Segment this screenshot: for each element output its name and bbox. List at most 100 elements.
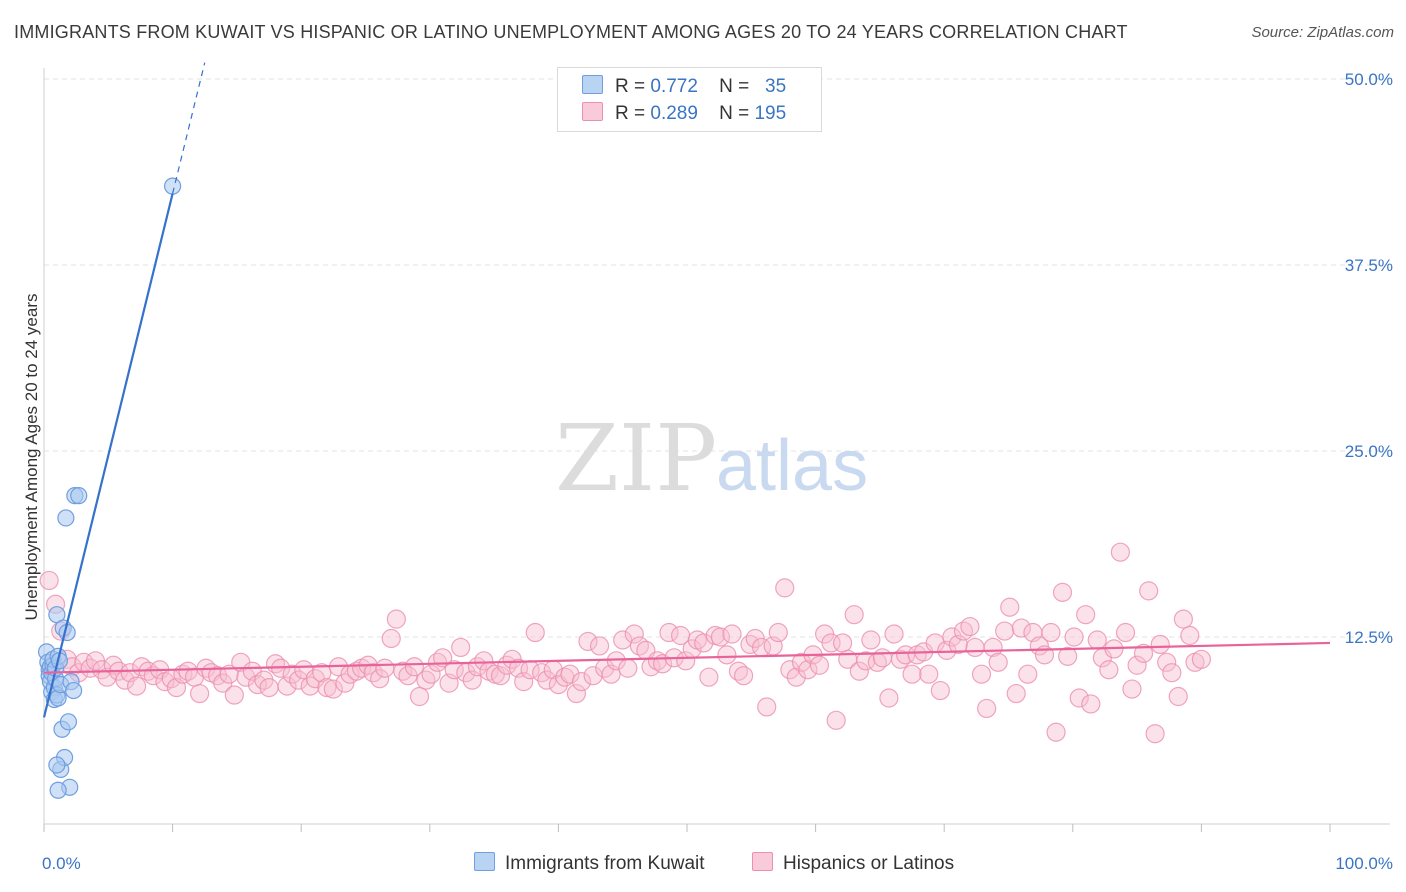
data-point-hispanics [659, 622, 679, 643]
data-point-hispanics [624, 624, 644, 644]
data-point-hispanics [826, 710, 846, 730]
legend-n-label: N = [719, 76, 750, 97]
data-point-hispanics [566, 683, 587, 704]
data-point-hispanics [1058, 646, 1078, 666]
legend-r-value: 0.289 [650, 103, 698, 124]
trend-line-kuwait-extension [172, 62, 206, 194]
trend-lines [42, 62, 1331, 718]
data-point-hispanics [1162, 663, 1182, 683]
data-point-hispanics [1122, 679, 1142, 699]
legend-r-label: R = [615, 76, 646, 97]
data-point-hispanics [768, 622, 788, 643]
legend-swatch-blue [582, 75, 603, 94]
data-point-hispanics [375, 658, 395, 678]
data-point-hispanics [618, 658, 638, 678]
data-point-hispanics [699, 667, 719, 687]
data-point-kuwait [70, 487, 88, 505]
data-point-hispanics [1180, 625, 1200, 646]
tick-labels: 12.5% 25.0% 37.5% 50.0% 0.0% 100.0% [42, 70, 1393, 873]
data-point-hispanics [1064, 627, 1084, 647]
data-point-hispanics [902, 664, 922, 684]
data-point-hispanics [571, 672, 592, 692]
legend-swatch-pink [752, 852, 773, 871]
data-point-hispanics [381, 628, 401, 649]
data-point-kuwait [49, 781, 67, 799]
series-hispanics-points [39, 542, 1212, 744]
data-point-hispanics [1000, 597, 1020, 617]
data-point-hispanics [775, 578, 795, 598]
data-point-hispanics [1046, 722, 1066, 742]
data-point-hispanics [722, 624, 742, 644]
data-point-hispanics [1006, 683, 1026, 704]
data-point-hispanics [514, 672, 534, 692]
chart-title: IMMIGRANTS FROM KUWAIT VS HISPANIC OR LA… [14, 22, 1128, 42]
data-point-hispanics [606, 651, 626, 671]
data-point-hispanics [809, 655, 830, 675]
legend-swatch-blue [474, 852, 495, 871]
data-point-hispanics [833, 633, 853, 653]
x-tick-label: 100.0% [1335, 854, 1393, 873]
data-point-hispanics [1139, 581, 1159, 601]
data-point-hispanics [39, 570, 59, 591]
data-point-hispanics [1081, 694, 1101, 714]
data-point-hispanics [977, 698, 997, 719]
data-point-hispanics [1069, 688, 1089, 708]
data-point-hispanics [995, 621, 1015, 641]
legend-item-kuwait: Immigrants from Kuwait [474, 852, 705, 875]
trend-line-kuwait [42, 193, 174, 718]
data-point-hispanics [409, 686, 430, 707]
data-point-hispanics [1115, 622, 1136, 643]
data-point-hispanics [474, 651, 494, 671]
legend-n-value: 35 [765, 76, 787, 97]
data-point-hispanics [694, 633, 714, 653]
data-point-hispanics [971, 664, 992, 684]
data-point-hispanics [1133, 643, 1154, 663]
data-point-kuwait [64, 681, 83, 700]
series-legend: Immigrants from Kuwait Hispanics or Lati… [0, 852, 1406, 878]
data-point-hispanics [861, 630, 881, 650]
data-point-hispanics [1076, 605, 1096, 625]
data-point-hispanics [1011, 618, 1031, 638]
data-point-hispanics [416, 670, 436, 690]
data-point-hispanics [560, 664, 580, 684]
legend-row-hispanics: R = 0.289 N = 195 [582, 102, 786, 126]
watermark-atlas: atlas [716, 426, 868, 506]
data-point-hispanics [1110, 542, 1130, 562]
data-point-hispanics [930, 680, 950, 701]
y-tick-label: 25.0% [1345, 442, 1393, 461]
legend-item-hispanics: Hispanics or Latinos [752, 852, 954, 875]
data-point-hispanics [1191, 649, 1212, 669]
legend-row-kuwait: R = 0.772 N = 35 [582, 75, 786, 99]
data-point-hispanics [1150, 634, 1170, 655]
data-point-hispanics [444, 660, 464, 680]
data-point-hispanics [1157, 652, 1177, 672]
data-point-hispanics [190, 683, 210, 704]
data-point-hispanics [844, 605, 864, 625]
data-point-hispanics [451, 637, 471, 658]
data-point-hispanics [872, 648, 893, 668]
data-point-hispanics [421, 664, 441, 684]
data-point-hispanics [312, 663, 332, 683]
data-point-hispanics [490, 666, 511, 686]
data-point-hispanics [1173, 609, 1193, 629]
data-point-hispanics [219, 664, 239, 684]
data-point-hispanics [224, 685, 244, 705]
data-point-hispanics [578, 631, 598, 652]
data-point-hispanics [589, 636, 610, 656]
correlation-legend: R = 0.772 N = 35 R = 0.289 N = 195 [557, 67, 822, 132]
y-tick-label: 37.5% [1345, 256, 1393, 275]
x-tick-label: 0.0% [42, 854, 81, 873]
data-point-hispanics [103, 655, 124, 675]
data-point-hispanics [1087, 630, 1107, 650]
data-point-hispanics [1018, 664, 1038, 684]
legend-label-hispanics: Hispanics or Latinos [783, 853, 955, 874]
data-point-hispanics [821, 633, 841, 653]
data-point-hispanics [525, 622, 545, 643]
data-point-hispanics [1127, 655, 1147, 675]
legend-n-label: N = [719, 103, 750, 124]
source-label: Source: ZipAtlas.com [1251, 24, 1394, 41]
data-point-hispanics [404, 657, 424, 677]
data-point-hispanics [289, 670, 309, 690]
data-point-hispanics [960, 616, 980, 637]
